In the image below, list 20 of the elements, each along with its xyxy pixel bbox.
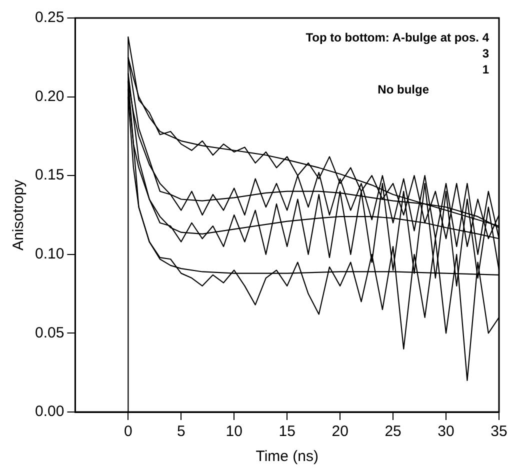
x-tick-label: 5 [176, 423, 186, 440]
x-axis-title: Time (ns) [256, 448, 318, 466]
annotation: 1 [482, 62, 490, 76]
y-tick-label: 0.15 [34, 166, 64, 184]
y-tick-label: 0.00 [34, 403, 64, 420]
x-tick-label: 0 [124, 423, 132, 440]
x-tick-label: 15 [278, 423, 296, 440]
annotation: No bulge [378, 82, 430, 96]
y-tick-label: 0.05 [34, 324, 64, 342]
x-tick-label: 20 [332, 423, 348, 440]
y-tick-label: 0.25 [34, 9, 64, 26]
y-axis-title: Anisotropy [10, 179, 28, 250]
y-tick-label: 0.10 [34, 246, 64, 263]
x-tick-label: 35 [490, 423, 508, 440]
annotation: 3 [482, 46, 490, 60]
y-tick-label: 0.20 [34, 88, 64, 105]
annotation: Top to bottom: A-bulge at pos. 4 [306, 30, 490, 44]
x-tick-label: 25 [384, 423, 402, 440]
x-tick-label: 10 [226, 423, 242, 440]
x-tick-label: 30 [438, 423, 454, 440]
